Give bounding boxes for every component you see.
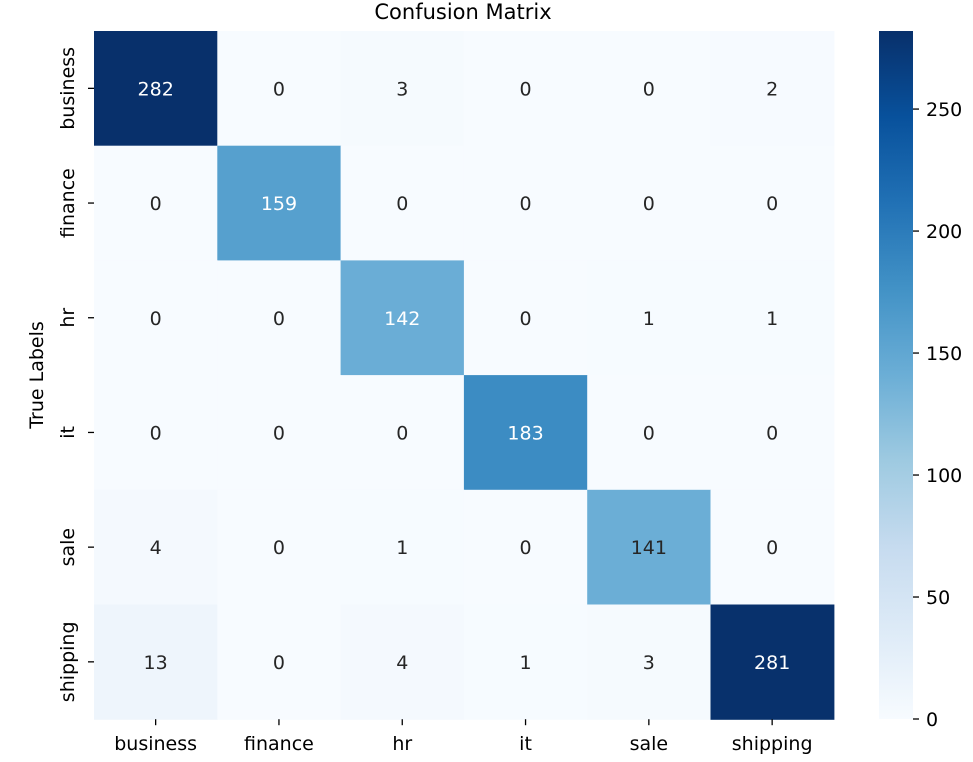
heatmap-cell [340, 145, 465, 261]
cell-value-label: 0 [273, 422, 285, 444]
heatmap-cell [94, 145, 218, 261]
x-tick-label: sale [630, 733, 669, 755]
heatmap-cell [94, 604, 218, 720]
cell-value-label: 0 [520, 308, 532, 330]
colorbar-tick-label: 100 [926, 465, 962, 487]
cell-value-label: 1 [396, 537, 408, 559]
y-tick-label: hr [57, 308, 79, 328]
cell-value-label: 3 [643, 652, 655, 674]
y-tick-label: shipping [57, 621, 79, 702]
heatmap-cell [463, 489, 588, 606]
cell-value-label: 0 [273, 308, 285, 330]
heatmap-cell [463, 31, 588, 147]
cell-value-label: 1 [643, 308, 655, 330]
chart-title: Confusion Matrix [374, 0, 551, 24]
cell-value-label: 281 [754, 652, 790, 674]
cell-value-label: 142 [384, 308, 420, 330]
heatmap-cell [463, 375, 588, 491]
heatmap-cell [217, 145, 342, 261]
cell-value-label: 4 [396, 652, 408, 674]
cell-value-label: 0 [150, 422, 162, 444]
cell-value-label: 0 [520, 537, 532, 559]
heatmap-cell [710, 31, 835, 147]
x-tick-label: it [519, 733, 532, 755]
cell-value-label: 0 [766, 422, 778, 444]
y-tick-label: it [57, 426, 79, 439]
x-axis: business finance hr it sale shipping [114, 719, 813, 755]
cell-value-label: 0 [520, 78, 532, 100]
cell-value-label: 3 [396, 78, 408, 100]
y-tick-label: business [57, 47, 79, 130]
heatmap-cell [340, 375, 465, 491]
cell-value-label: 13 [144, 652, 168, 674]
heatmap-cell [217, 489, 342, 606]
heatmap-cell [217, 375, 342, 491]
heatmap-cell [94, 260, 218, 376]
cell-value-label: 0 [766, 193, 778, 215]
heatmap-cell [94, 489, 218, 606]
x-tick-label: shipping [732, 733, 813, 755]
heatmap-cell [587, 145, 712, 261]
colorbar-tick-label: 250 [926, 99, 962, 121]
colorbar-tick-label: 0 [926, 709, 938, 731]
heatmap-cell [340, 31, 465, 147]
heatmap-cell [217, 31, 342, 147]
heatmap-cell [463, 145, 588, 261]
heatmap-cell [340, 604, 465, 720]
heatmap-cell [94, 375, 218, 491]
cell-value-label: 0 [643, 78, 655, 100]
cell-value-label: 0 [766, 537, 778, 559]
cell-value-label: 0 [273, 652, 285, 674]
y-tick-label: finance [57, 168, 79, 238]
heatmap-cell [587, 604, 712, 720]
cell-value-label: 0 [643, 422, 655, 444]
heatmap-cell [587, 260, 712, 376]
heatmap-cell [463, 604, 588, 720]
heatmap-cell [710, 489, 835, 606]
y-axis: business finance hr it sale shipping [57, 47, 94, 702]
x-tick-label: finance [244, 733, 314, 755]
heatmap-cell [217, 260, 342, 376]
cell-value-label: 4 [150, 537, 162, 559]
heatmap-cell [587, 31, 712, 147]
cell-value-label: 0 [396, 422, 408, 444]
heatmap-cell [587, 489, 712, 606]
colorbar-tick-label: 200 [926, 221, 962, 243]
heatmap-cell [340, 489, 465, 606]
colorbar-gradient [879, 31, 913, 719]
y-axis-label: True Labels [26, 321, 48, 430]
heatmap-cell [710, 604, 835, 720]
heatmap-cell [217, 604, 342, 720]
cell-value-label: 0 [273, 78, 285, 100]
x-tick-label: business [114, 733, 197, 755]
cell-value-label: 0 [273, 537, 285, 559]
heatmap-cell [94, 31, 218, 147]
cell-value-label: 0 [520, 193, 532, 215]
cell-value-label: 0 [643, 193, 655, 215]
heatmap-cell [710, 375, 835, 491]
cell-value-label: 0 [150, 193, 162, 215]
heatmap-cell [340, 260, 465, 376]
cell-value-label: 183 [507, 422, 543, 444]
heatmap-cell [710, 145, 835, 261]
heatmap-grid: 282 0 3 0 0 2 0 159 0 0 0 0 0 0 142 0 1 1 0 0 0 183 0 0 4 0 1 0 141 0… [94, 31, 835, 720]
x-tick-label: hr [392, 733, 412, 755]
cell-value-label: 159 [261, 193, 297, 215]
colorbar: 0 50 100 150 200 250 [879, 31, 962, 731]
cell-value-label: 0 [396, 193, 408, 215]
cell-value-label: 141 [631, 537, 667, 559]
heatmap-cell [710, 260, 835, 376]
heatmap-cell [463, 260, 588, 376]
colorbar-tick-label: 50 [926, 587, 950, 609]
heatmap-cell [587, 375, 712, 491]
cell-value-label: 1 [766, 308, 778, 330]
cell-value-label: 0 [150, 308, 162, 330]
y-tick-label: sale [57, 528, 79, 567]
cell-value-label: 2 [766, 78, 778, 100]
cell-value-label: 1 [520, 652, 532, 674]
colorbar-tick-label: 150 [926, 343, 962, 365]
cell-value-label: 282 [138, 78, 174, 100]
